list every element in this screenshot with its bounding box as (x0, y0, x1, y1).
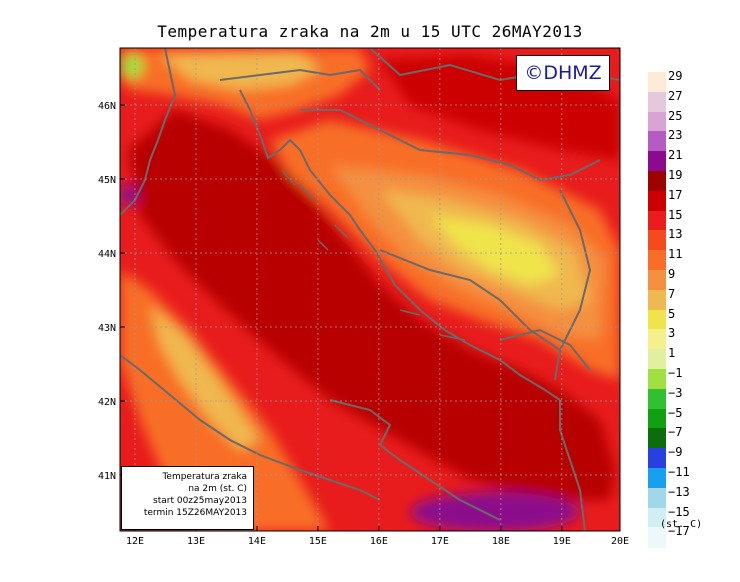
apennine-coast (120, 354, 381, 501)
bosnia-border (379, 249, 561, 351)
y-tick-label: 41N (98, 471, 116, 482)
legend-label: −1 (668, 366, 683, 380)
legend-swatch (648, 230, 666, 251)
legend-label: 15 (668, 207, 683, 222)
slovenia-border (219, 68, 381, 91)
y-tick-label: 46N (98, 101, 116, 112)
legend-swatch (648, 527, 666, 548)
italy-east-coast (120, 48, 177, 216)
field-purple-west (120, 185, 138, 205)
legend-swatch (648, 111, 666, 132)
legend-label: −13 (668, 484, 690, 499)
legend-label: −7 (668, 425, 683, 440)
map-title: Temperatura zraka na 2m u 15 UTC 26MAY20… (157, 22, 583, 41)
legend-label: −11 (668, 465, 690, 479)
grid-lines (120, 48, 620, 531)
legend-label: −5 (668, 405, 683, 420)
legend-swatch (648, 250, 666, 271)
legend-label: −15 (668, 504, 690, 519)
field-sea (128, 110, 615, 500)
x-tick-label: 14E (248, 536, 266, 547)
y-tick-label: 44N (98, 249, 116, 260)
y-tick-label: 42N (98, 397, 116, 408)
x-tick-label: 17E (431, 536, 449, 547)
montenegro-border (499, 328, 591, 371)
y-tick-label: 43N (98, 323, 116, 334)
legend-label: −17 (668, 524, 690, 539)
legend-label: 13 (668, 227, 683, 242)
legend-label: 11 (668, 247, 683, 262)
field-dinaric-cold (430, 215, 560, 285)
legend-label: 19 (668, 168, 683, 182)
legend-swatch (648, 131, 666, 152)
legend-label: 9 (668, 267, 676, 281)
info-line-2: na 2m (st. C) (188, 484, 247, 494)
legend-swatch (648, 72, 666, 93)
legend-label: −9 (668, 445, 683, 460)
x-tick-label: 19E (553, 536, 571, 547)
istria-coast (239, 89, 561, 401)
field-purple-south (410, 492, 580, 531)
info-line-3: start 00z25may2013 (153, 496, 247, 506)
legend-label: −3 (668, 385, 683, 400)
legend-label: 21 (668, 148, 683, 163)
legend-swatch (648, 369, 666, 390)
field-green-corner (120, 54, 144, 78)
legend-swatch (648, 151, 666, 172)
legend-swatch (648, 507, 666, 528)
info-line-4: termin 15Z26MAY2013 (143, 508, 247, 518)
x-tick-label: 20E (611, 536, 629, 547)
legend-swatch (648, 468, 666, 489)
plot-frame (119, 47, 621, 532)
legend-label: 25 (668, 108, 683, 123)
legend-swatch (648, 388, 666, 410)
croatia-border (300, 109, 601, 182)
info-box: Temperatura zraka na 2m (st. C) start 00… (121, 466, 254, 530)
legend-label: 7 (668, 286, 676, 301)
islands (281, 169, 466, 341)
legend-swatch (648, 171, 666, 192)
legend-swatch (648, 329, 666, 350)
legend-swatch (648, 210, 666, 231)
legend-label: 27 (668, 88, 683, 103)
puglia-coast (329, 399, 501, 521)
coastlines-borders (120, 48, 620, 531)
legend-label: 1 (668, 346, 676, 361)
legend-swatch (648, 270, 666, 291)
x-tick-label: 18E (492, 536, 510, 547)
field-apennine-cool (150, 305, 260, 450)
legend-label: 23 (668, 128, 683, 143)
albania-coast (559, 400, 586, 531)
y-tick-label: 45N (98, 175, 116, 186)
legend-label: 3 (668, 326, 676, 341)
copyright-badge: ©DHMZ (516, 55, 610, 91)
legend-swatch (648, 289, 666, 311)
legend-swatch (648, 190, 666, 212)
x-tick-label: 15E (309, 536, 327, 547)
x-tick-label: 13E (187, 536, 205, 547)
legend-swatch (648, 309, 666, 330)
legend-label: 5 (668, 306, 676, 321)
x-tick-label: 16E (370, 536, 388, 547)
temperature-field (120, 48, 620, 531)
x-tick-label: 12E (126, 536, 144, 547)
legend-swatch (648, 408, 666, 429)
info-line-1: Temperatura zraka (162, 472, 247, 482)
legend-swatch (648, 487, 666, 509)
legend-swatch (648, 428, 666, 449)
legend-label: 17 (668, 187, 683, 202)
legend-swatch (648, 448, 666, 469)
serbia-border (554, 189, 592, 381)
legend-unit: (st. C) (660, 519, 703, 530)
legend-label: 29 (668, 69, 683, 83)
legend-swatch (648, 91, 666, 113)
field-alps-cool (160, 52, 320, 90)
legend-swatch (648, 349, 666, 370)
axis-ticks: 12E 13E 14E 15E 16E 17E 18E 19E 20E 46N 45N 44N 43N 4… (98, 101, 629, 547)
